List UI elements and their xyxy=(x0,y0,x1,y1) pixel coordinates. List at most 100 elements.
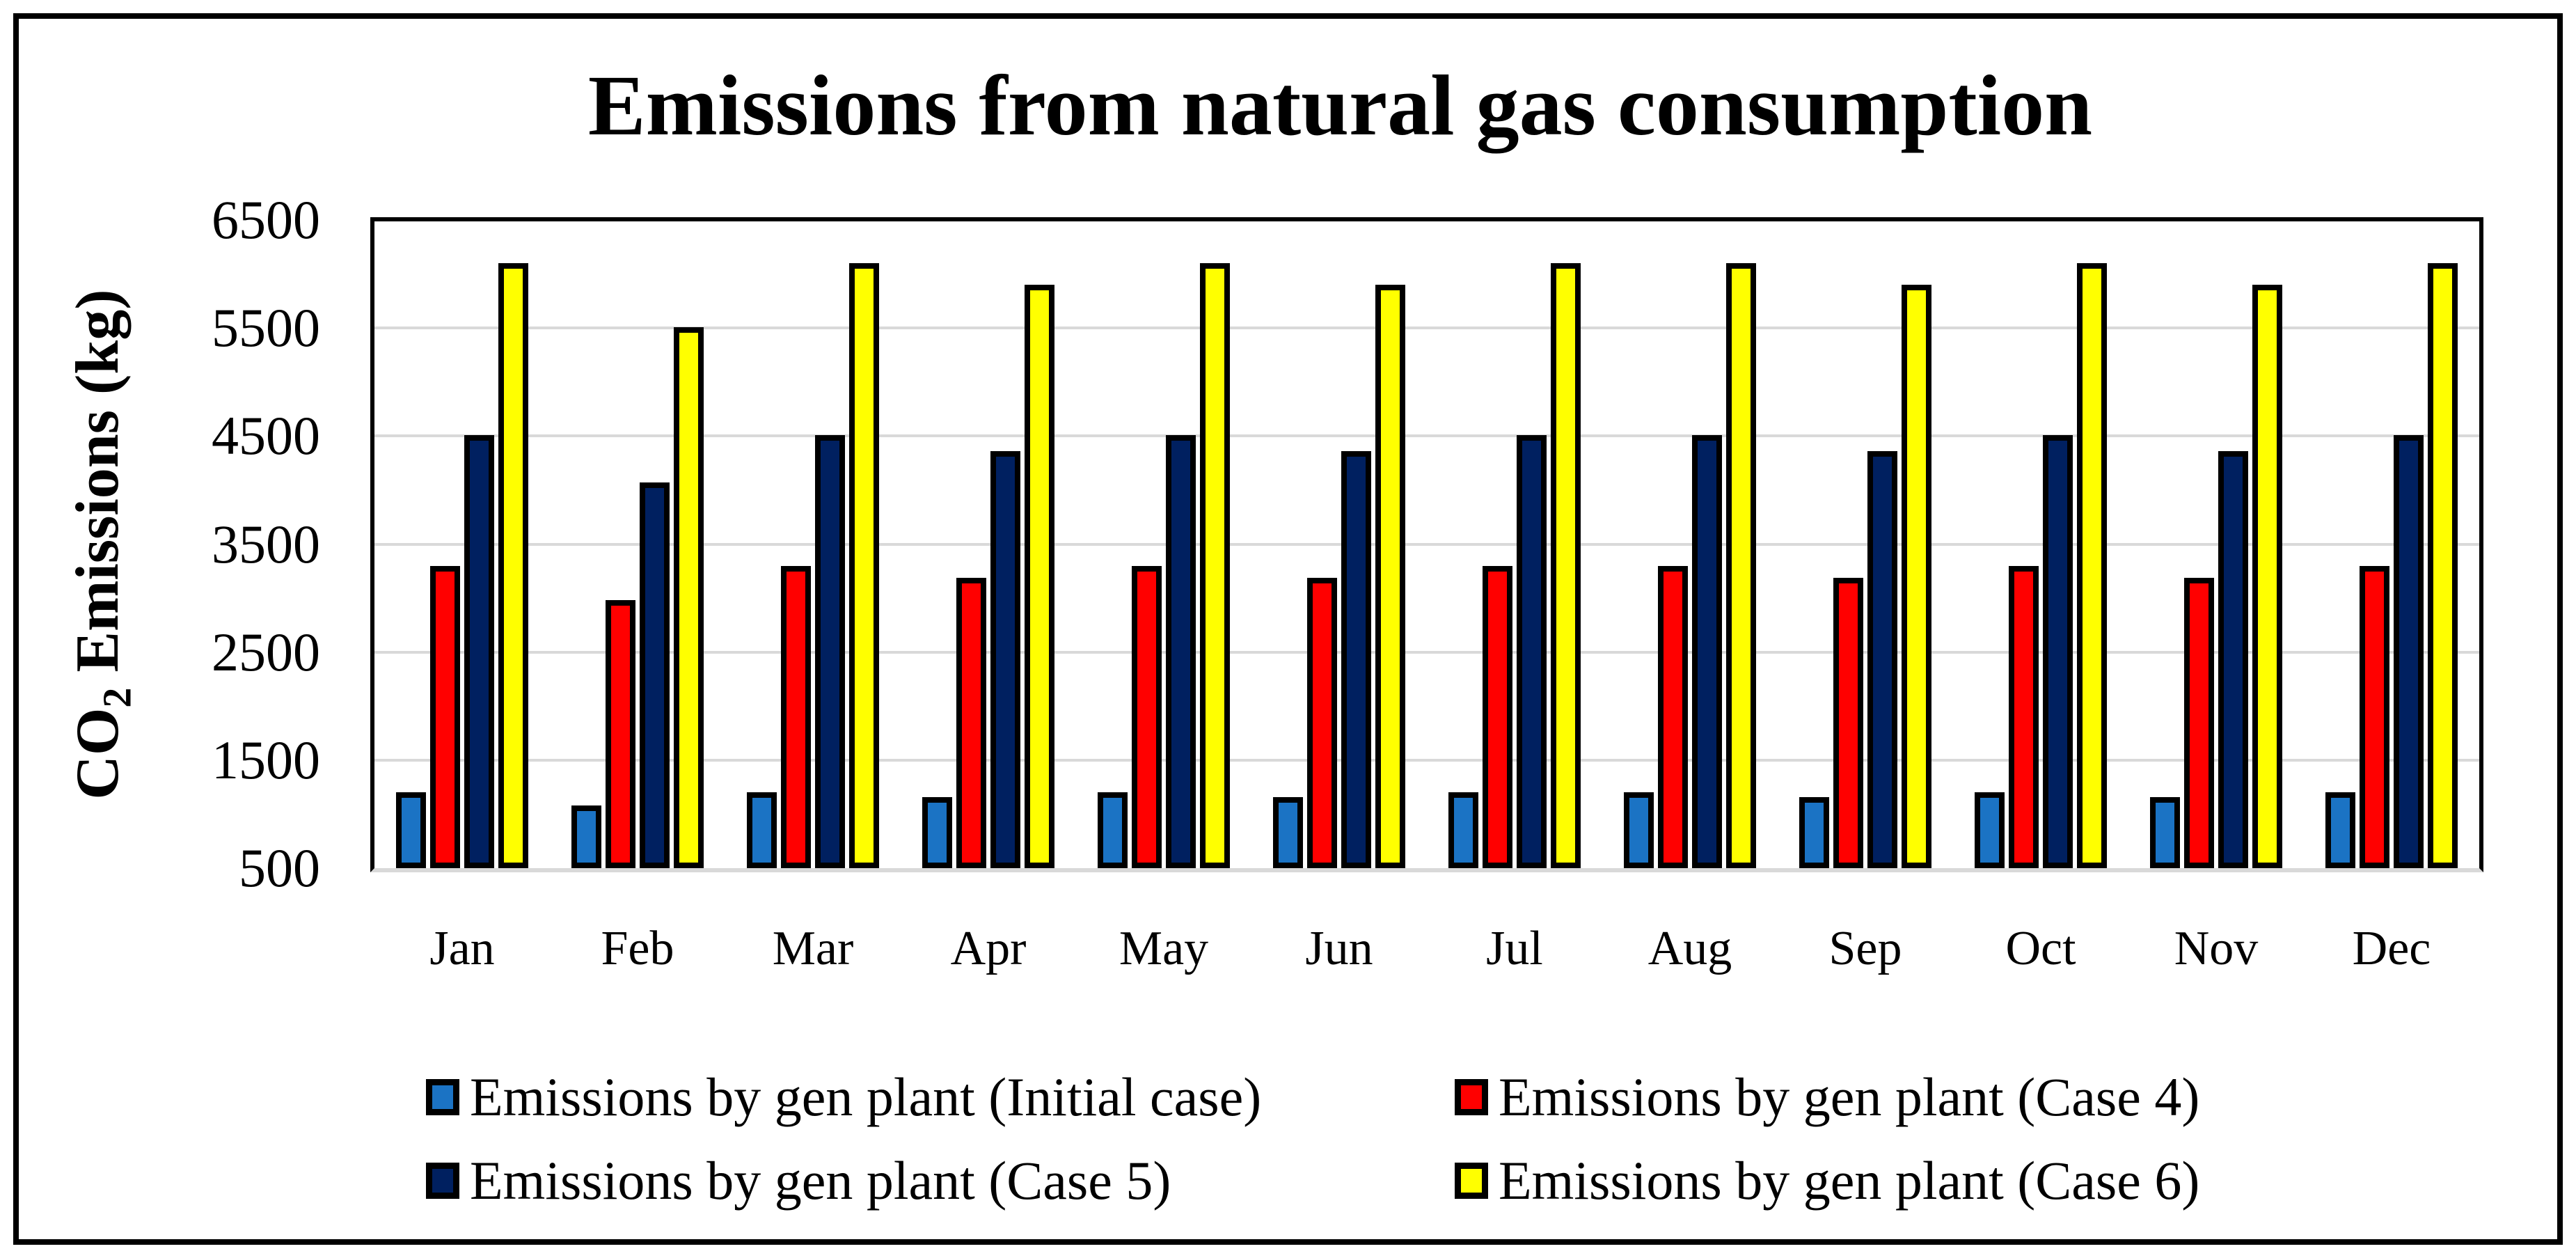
bar-group-aug xyxy=(1602,221,1778,868)
bar-case-5-jan xyxy=(464,435,494,868)
x-tick-label-aug: Aug xyxy=(1647,922,1732,975)
bar-group-nov xyxy=(2128,221,2304,868)
x-tick-label-nov: Nov xyxy=(2174,922,2259,975)
bar-case-5-oct xyxy=(2043,435,2073,868)
bar-case-5-nov xyxy=(2218,451,2248,868)
bar-case-4-jul xyxy=(1483,566,1512,868)
bar-case-4-aug xyxy=(1658,566,1688,868)
bar-case-5-aug xyxy=(1692,435,1722,868)
bar-case-5-mar xyxy=(815,435,845,868)
gridline-1500 xyxy=(374,758,2479,762)
gridline-5500 xyxy=(374,327,2479,330)
legend-label-case-4: Emissions by gen plant (Case 4) xyxy=(1499,1067,2200,1127)
legend-label-case-5: Emissions by gen plant (Case 5) xyxy=(470,1150,1171,1211)
bar-case-6-dec xyxy=(2428,263,2458,868)
bar-case-6-may xyxy=(1200,263,1230,868)
bar-initial-case-jul xyxy=(1448,792,1478,868)
x-tick-label-apr: Apr xyxy=(950,922,1027,975)
y-tick-label-3500: 3500 xyxy=(212,513,320,574)
gridline-4500 xyxy=(374,434,2479,438)
x-tick-label-jun: Jun xyxy=(1305,922,1373,975)
legend-item-case-4: Emissions by gen plant (Case 4) xyxy=(1455,1067,2200,1127)
bar-initial-case-dec xyxy=(2325,792,2355,868)
bar-case-4-dec xyxy=(2360,566,2389,868)
bar-case-5-jul xyxy=(1517,435,1547,868)
bar-initial-case-oct xyxy=(1975,792,2005,868)
bar-case-6-aug xyxy=(1726,263,1756,868)
legend-marker-case-5 xyxy=(426,1163,459,1199)
bar-case-4-feb xyxy=(606,600,635,868)
bar-case-5-apr xyxy=(990,451,1020,868)
bar-case-4-oct xyxy=(2009,566,2039,868)
y-tick-label-4500: 4500 xyxy=(212,405,320,466)
bar-case-5-sep xyxy=(1867,451,1897,868)
y-tick-label-1500: 1500 xyxy=(212,729,320,790)
bar-initial-case-apr xyxy=(922,797,952,868)
bar-case-6-nov xyxy=(2252,285,2282,868)
legend-marker-case-4 xyxy=(1455,1079,1488,1115)
bar-group-jul xyxy=(1427,221,1602,868)
bar-group-dec xyxy=(2304,221,2479,868)
bar-case-5-jun xyxy=(1341,451,1371,868)
bar-group-mar xyxy=(725,221,901,868)
bar-initial-case-feb xyxy=(571,805,601,868)
legend-item-initial-case: Emissions by gen plant (Initial case) xyxy=(426,1067,1262,1127)
figure-border xyxy=(13,13,2563,1245)
x-tick-label-dec: Dec xyxy=(2352,922,2431,975)
x-tick-label-mar: Mar xyxy=(772,922,854,975)
bar-case-5-may xyxy=(1166,435,1196,868)
y-axis-title-subscript: 2 xyxy=(94,687,140,708)
bar-case-6-jul xyxy=(1551,263,1581,868)
bar-group-jan xyxy=(374,221,550,868)
bar-case-4-jun xyxy=(1307,578,1337,868)
y-tick-label-5500: 5500 xyxy=(212,297,320,359)
bar-case-6-feb xyxy=(674,327,704,868)
gridline-2500 xyxy=(374,650,2479,654)
bar-group-may xyxy=(1076,221,1251,868)
x-tick-label-feb: Feb xyxy=(601,922,674,975)
y-tick-label-2500: 2500 xyxy=(212,621,320,682)
chart-title: Emissions from natural gas consumption xyxy=(587,58,2093,153)
bar-case-6-sep xyxy=(1902,285,1931,868)
bar-group-feb xyxy=(550,221,725,868)
plot-area xyxy=(370,217,2483,872)
bar-initial-case-jan xyxy=(396,792,426,868)
bar-group-apr xyxy=(901,221,1076,868)
legend-item-case-5: Emissions by gen plant (Case 5) xyxy=(426,1150,1171,1211)
x-tick-label-sep: Sep xyxy=(1828,922,1902,975)
bar-initial-case-nov xyxy=(2150,797,2180,868)
bar-case-4-jan xyxy=(430,566,460,868)
bar-case-6-mar xyxy=(849,263,879,868)
bar-group-sep xyxy=(1778,221,1953,868)
bar-initial-case-may xyxy=(1098,792,1128,868)
bar-initial-case-sep xyxy=(1799,797,1829,868)
bar-case-4-apr xyxy=(956,578,986,868)
bar-case-4-mar xyxy=(781,566,811,868)
y-tick-label-6500: 6500 xyxy=(212,189,320,250)
bar-initial-case-aug xyxy=(1624,792,1654,868)
bar-case-6-jun xyxy=(1375,285,1405,868)
bar-group-jun xyxy=(1251,221,1427,868)
legend-item-case-6: Emissions by gen plant (Case 6) xyxy=(1455,1150,2200,1211)
bar-case-5-feb xyxy=(640,482,670,868)
bar-case-4-may xyxy=(1132,566,1162,868)
x-tick-label-oct: Oct xyxy=(2005,922,2076,975)
bar-case-5-dec xyxy=(2394,435,2424,868)
bar-case-4-nov xyxy=(2184,578,2214,868)
x-tick-label-jan: Jan xyxy=(429,922,495,975)
legend-label-initial-case: Emissions by gen plant (Initial case) xyxy=(470,1067,1262,1127)
bar-initial-case-mar xyxy=(747,792,777,868)
legend-marker-case-6 xyxy=(1455,1163,1488,1199)
bar-case-4-sep xyxy=(1833,578,1863,868)
bar-case-6-oct xyxy=(2077,263,2107,868)
bar-case-6-jan xyxy=(498,263,528,868)
legend-marker-initial-case xyxy=(426,1079,459,1115)
bar-group-oct xyxy=(1953,221,2128,868)
bar-initial-case-jun xyxy=(1273,797,1303,868)
x-tick-label-jul: Jul xyxy=(1486,922,1543,975)
legend-label-case-6: Emissions by gen plant (Case 6) xyxy=(1499,1150,2200,1211)
y-tick-label-500: 500 xyxy=(239,838,320,898)
gridline-3500 xyxy=(374,542,2479,546)
bar-case-6-apr xyxy=(1025,285,1054,868)
